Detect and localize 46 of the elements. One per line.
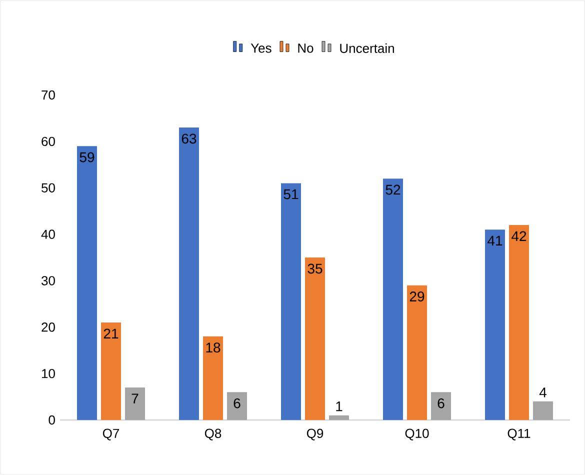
bar xyxy=(203,336,224,420)
bar xyxy=(227,392,248,420)
data-label: 18 xyxy=(206,342,220,353)
x-tick-label: Q7 xyxy=(102,428,120,440)
data-label: 4 xyxy=(539,388,546,398)
y-tick-label: 60 xyxy=(42,136,55,146)
bar xyxy=(383,178,404,420)
bar xyxy=(485,230,506,420)
y-tick-label: 20 xyxy=(42,322,55,332)
bar xyxy=(329,415,350,420)
bar xyxy=(407,285,427,420)
y-tick-label: 50 xyxy=(42,183,55,192)
y-tick-label: 30 xyxy=(42,276,55,286)
data-label: 21 xyxy=(104,328,118,338)
bar xyxy=(125,388,146,420)
bar xyxy=(179,128,200,420)
y-tick-label: 40 xyxy=(41,230,55,239)
bar xyxy=(431,392,451,420)
data-label: 51 xyxy=(284,189,298,200)
x-tick-label: Q10 xyxy=(405,428,429,440)
data-label: 6 xyxy=(234,398,240,408)
x-tick-label: Q8 xyxy=(204,428,222,440)
data-label: 52 xyxy=(386,184,400,195)
y-tick-label: 0 xyxy=(48,415,55,425)
y-tick-label: 70 xyxy=(42,90,55,100)
bar xyxy=(77,146,98,420)
legend-label: Uncertain xyxy=(340,43,394,53)
x-tick-label: Q9 xyxy=(306,428,324,440)
legend-label: No xyxy=(298,44,314,53)
legend-label: Yes xyxy=(250,44,272,53)
data-label: 29 xyxy=(410,292,424,302)
data-label: 35 xyxy=(308,264,322,274)
bar xyxy=(533,401,554,420)
bar xyxy=(305,258,326,420)
bar xyxy=(101,322,122,420)
data-label: 7 xyxy=(132,394,138,404)
y-tick-label: 10 xyxy=(42,368,55,378)
data-label: 42 xyxy=(512,231,526,241)
bar xyxy=(509,225,530,420)
bar xyxy=(281,183,302,420)
data-label: 59 xyxy=(80,152,94,162)
data-label: 41 xyxy=(488,236,502,246)
data-label: 1 xyxy=(336,402,342,412)
data-label: 63 xyxy=(182,134,196,144)
x-tick-label: Q11 xyxy=(508,428,530,440)
data-label: 6 xyxy=(438,398,444,408)
